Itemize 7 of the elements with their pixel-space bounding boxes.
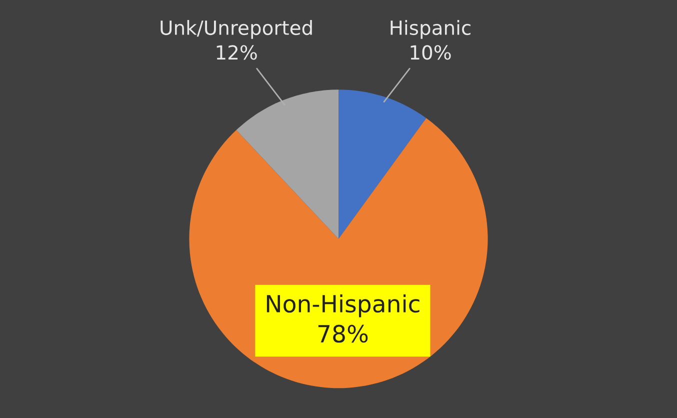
slice-label: Non-Hispanic — [266, 294, 420, 318]
data-label: 10% — [410, 45, 451, 60]
slice-label: Unk/Unreported — [160, 20, 312, 39]
data-label: 78% — [318, 324, 368, 343]
pie-slice — [338, 90, 426, 239]
slice-label: Hispanic — [390, 20, 470, 39]
data-label: 12% — [216, 45, 257, 60]
